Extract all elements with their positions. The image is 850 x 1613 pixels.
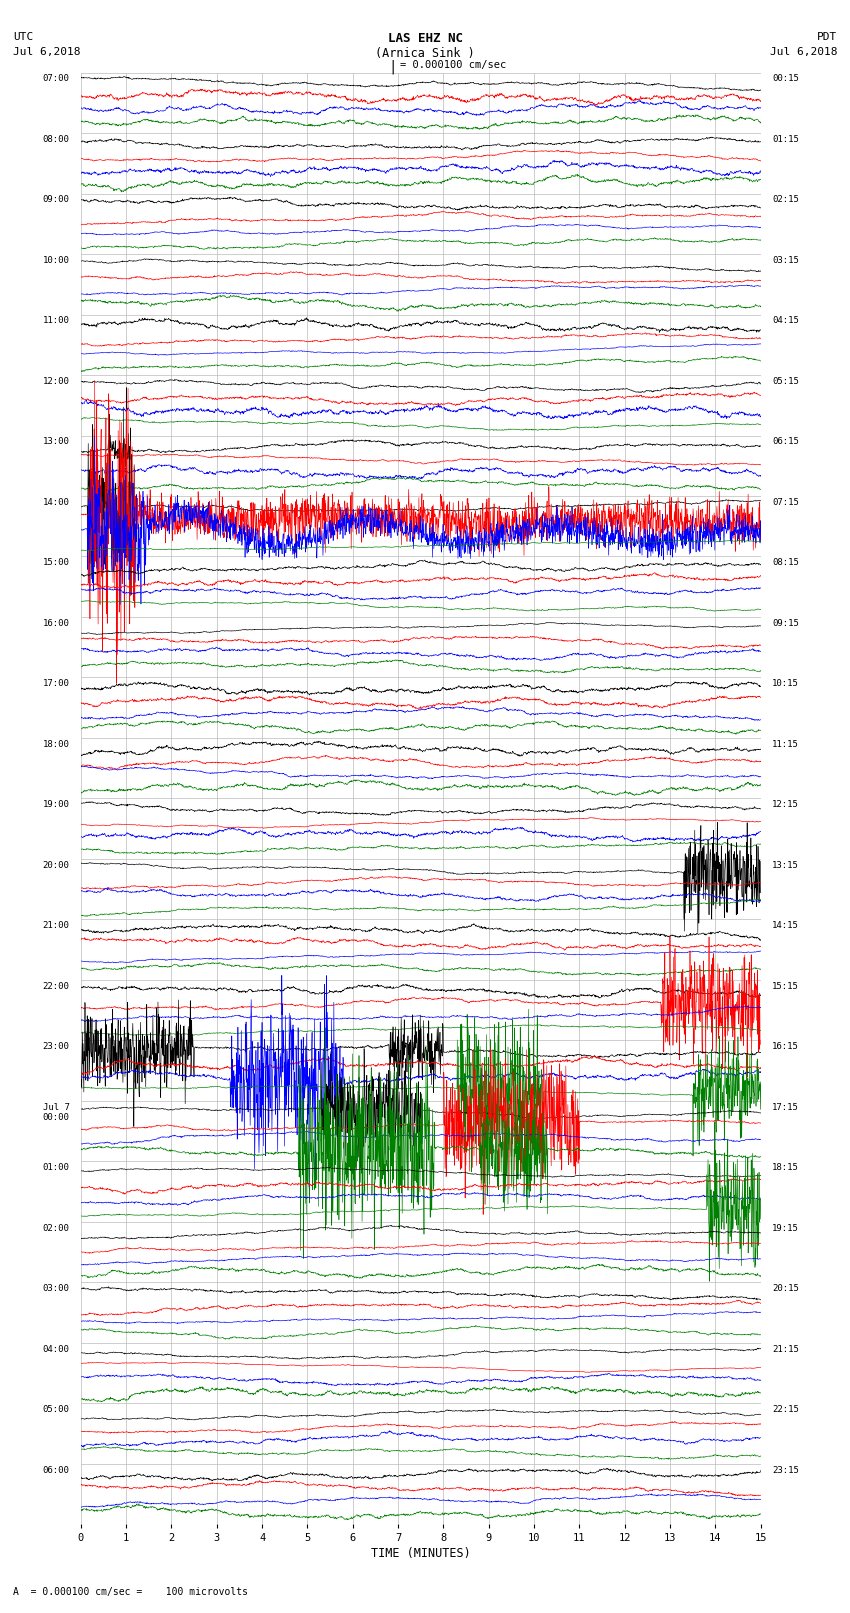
- Text: 12:00: 12:00: [42, 377, 70, 386]
- Text: 14:00: 14:00: [42, 498, 70, 506]
- X-axis label: TIME (MINUTES): TIME (MINUTES): [371, 1547, 471, 1560]
- Text: 20:00: 20:00: [42, 861, 70, 869]
- Text: 17:00: 17:00: [42, 679, 70, 689]
- Text: 04:15: 04:15: [772, 316, 799, 326]
- Text: 16:15: 16:15: [772, 1042, 799, 1052]
- Text: 18:00: 18:00: [42, 740, 70, 748]
- Text: 15:15: 15:15: [772, 982, 799, 990]
- Text: 07:15: 07:15: [772, 498, 799, 506]
- Text: 11:00: 11:00: [42, 316, 70, 326]
- Text: 23:15: 23:15: [772, 1466, 799, 1474]
- Text: 07:00: 07:00: [42, 74, 70, 84]
- Text: 22:00: 22:00: [42, 982, 70, 990]
- Text: 05:15: 05:15: [772, 377, 799, 386]
- Text: LAS EHZ NC: LAS EHZ NC: [388, 32, 462, 45]
- Text: 02:00: 02:00: [42, 1224, 70, 1232]
- Text: A  = 0.000100 cm/sec =    100 microvolts: A = 0.000100 cm/sec = 100 microvolts: [13, 1587, 247, 1597]
- Text: PDT: PDT: [817, 32, 837, 42]
- Text: 16:00: 16:00: [42, 619, 70, 627]
- Text: 17:15: 17:15: [772, 1103, 799, 1111]
- Text: 05:00: 05:00: [42, 1405, 70, 1415]
- Text: 13:00: 13:00: [42, 437, 70, 447]
- Text: 12:15: 12:15: [772, 800, 799, 810]
- Text: 19:00: 19:00: [42, 800, 70, 810]
- Text: 01:15: 01:15: [772, 135, 799, 144]
- Text: 01:00: 01:00: [42, 1163, 70, 1173]
- Text: UTC: UTC: [13, 32, 33, 42]
- Text: 06:15: 06:15: [772, 437, 799, 447]
- Text: 21:15: 21:15: [772, 1345, 799, 1353]
- Text: 04:00: 04:00: [42, 1345, 70, 1353]
- Text: 00:15: 00:15: [772, 74, 799, 84]
- Text: 09:00: 09:00: [42, 195, 70, 205]
- Text: Jul 6,2018: Jul 6,2018: [13, 47, 80, 56]
- Text: 03:00: 03:00: [42, 1284, 70, 1294]
- Text: 13:15: 13:15: [772, 861, 799, 869]
- Text: 20:15: 20:15: [772, 1284, 799, 1294]
- Text: 09:15: 09:15: [772, 619, 799, 627]
- Text: 03:15: 03:15: [772, 256, 799, 265]
- Text: 22:15: 22:15: [772, 1405, 799, 1415]
- Text: |: |: [388, 60, 397, 74]
- Text: 10:15: 10:15: [772, 679, 799, 689]
- Text: 14:15: 14:15: [772, 921, 799, 931]
- Text: (Arnica Sink ): (Arnica Sink ): [375, 47, 475, 60]
- Text: 08:00: 08:00: [42, 135, 70, 144]
- Text: 15:00: 15:00: [42, 558, 70, 568]
- Text: 23:00: 23:00: [42, 1042, 70, 1052]
- Text: Jul 6,2018: Jul 6,2018: [770, 47, 837, 56]
- Text: 06:00: 06:00: [42, 1466, 70, 1474]
- Text: 02:15: 02:15: [772, 195, 799, 205]
- Text: 18:15: 18:15: [772, 1163, 799, 1173]
- Text: 08:15: 08:15: [772, 558, 799, 568]
- Text: 10:00: 10:00: [42, 256, 70, 265]
- Text: 11:15: 11:15: [772, 740, 799, 748]
- Text: 21:00: 21:00: [42, 921, 70, 931]
- Text: 19:15: 19:15: [772, 1224, 799, 1232]
- Text: Jul 7
00:00: Jul 7 00:00: [42, 1103, 70, 1123]
- Text: = 0.000100 cm/sec: = 0.000100 cm/sec: [400, 60, 506, 69]
